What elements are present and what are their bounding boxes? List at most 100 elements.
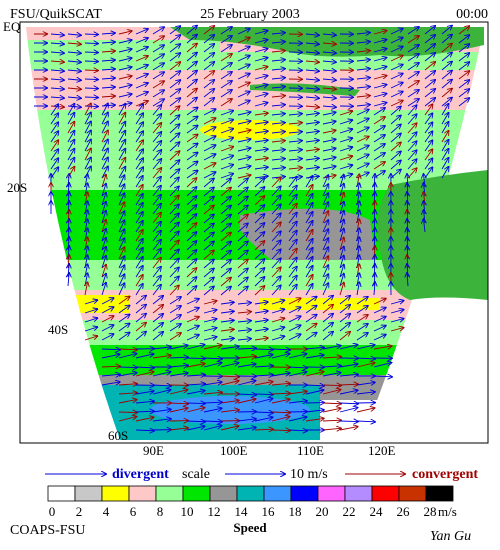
wind-arrow <box>169 285 179 296</box>
wind-arrow <box>203 80 214 89</box>
wind-arrow <box>322 97 336 98</box>
wind-arrow <box>169 133 179 143</box>
wind-arrow <box>186 117 198 125</box>
wind-arrow <box>135 65 148 71</box>
wind-arrow <box>169 276 179 287</box>
wind-arrow <box>67 140 74 152</box>
wind-arrow <box>373 299 386 305</box>
wind-arrow <box>203 178 214 188</box>
wind-arrow <box>67 104 74 116</box>
wind-arrow <box>118 104 125 116</box>
wind-arrow <box>118 354 136 359</box>
wind-arrow <box>135 47 148 53</box>
wind-arrow <box>152 177 161 188</box>
land <box>377 170 488 300</box>
wind-arrow <box>322 79 336 80</box>
wind-arrow <box>152 168 161 179</box>
wind-arrow <box>407 159 417 170</box>
wind-arrow <box>305 203 313 215</box>
wind-arrow <box>305 167 319 169</box>
wind-arrow <box>254 196 264 206</box>
wind-arrow <box>322 305 333 314</box>
wind-arrow <box>135 56 148 62</box>
colorbar-box <box>182 485 211 502</box>
wind-arrow <box>288 186 297 197</box>
wind-arrow <box>288 132 302 133</box>
wind-arrow <box>254 31 268 35</box>
wind-arrow <box>186 241 196 251</box>
wind-arrow <box>118 49 132 52</box>
wind-arrow <box>305 239 313 251</box>
wind-arrow <box>135 367 154 368</box>
wind-arrow <box>407 27 419 35</box>
wind-arrow <box>169 428 188 430</box>
wind-arrow <box>50 70 64 71</box>
wind-arrow <box>322 283 328 296</box>
wind-arrow <box>50 79 64 80</box>
wind-arrow <box>118 373 137 377</box>
wind-arrow <box>322 265 328 278</box>
wind-arrow <box>152 419 171 421</box>
wind-arrow <box>152 132 161 143</box>
wind-arrow <box>356 306 368 314</box>
wind-arrow <box>254 429 273 430</box>
wind-arrow <box>237 250 248 260</box>
wind-arrow <box>220 381 238 386</box>
wind-arrow <box>339 421 358 422</box>
wind-arrow <box>84 70 98 71</box>
wind-arrow <box>84 309 97 314</box>
wind-arrow <box>118 76 132 79</box>
wind-arrow <box>322 139 336 142</box>
wind-arrow <box>237 223 248 233</box>
wind-arrow <box>288 249 297 260</box>
wind-arrow <box>271 417 289 422</box>
wind-arrow <box>186 35 197 44</box>
wind-arrow <box>237 38 250 44</box>
wind-arrow <box>237 178 248 188</box>
wind-arrow <box>67 34 81 35</box>
wind-arrow <box>271 249 281 260</box>
wind-arrow <box>390 28 403 35</box>
colorbar-tick: 14 <box>235 504 249 519</box>
wind-arrow <box>407 99 419 107</box>
wind-arrow <box>339 427 358 431</box>
wind-arrow <box>84 300 97 305</box>
wind-arrow <box>305 212 313 224</box>
wind-arrow <box>441 113 449 125</box>
wind-arrow <box>373 58 387 62</box>
wind-arrow <box>203 89 214 98</box>
wind-arrow <box>288 150 302 151</box>
wind-arrow <box>254 140 268 142</box>
wind-arrow <box>407 150 417 161</box>
wind-arrow <box>254 259 264 269</box>
wind-arrow <box>135 167 143 179</box>
wind-arrow <box>50 52 64 53</box>
wind-arrow <box>271 132 285 133</box>
wind-arrow <box>101 78 115 79</box>
wind-arrow <box>390 64 403 71</box>
wind-arrow <box>101 316 114 323</box>
wind-arrow <box>373 40 387 44</box>
wind-arrow <box>356 324 368 332</box>
wind-arrow <box>220 426 239 431</box>
wind-arrow <box>339 156 352 161</box>
colorbar-tick: 12 <box>208 504 221 519</box>
wind-arrow <box>322 148 336 151</box>
wind-arrow <box>186 286 196 296</box>
wind-arrow <box>356 69 370 70</box>
wind-arrow <box>373 317 386 323</box>
wind-arrow <box>254 329 268 331</box>
wind-arrow <box>186 62 197 71</box>
wind-arrow <box>67 70 81 71</box>
wind-arrow <box>271 231 281 242</box>
wind-arrow <box>135 29 148 35</box>
colorbar-tick: 10 <box>181 504 194 519</box>
wind-arrow <box>135 296 146 305</box>
wind-arrow <box>169 231 179 242</box>
wind-arrow <box>390 310 404 314</box>
wind-arrow <box>220 302 234 304</box>
wind-arrow <box>237 175 251 178</box>
wind-arrow <box>84 112 91 125</box>
wind-arrow <box>152 296 163 305</box>
